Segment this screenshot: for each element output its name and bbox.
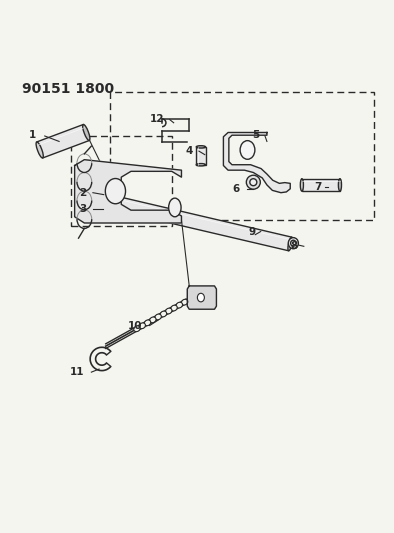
Text: 12: 12	[149, 114, 164, 124]
Text: 4: 4	[186, 146, 193, 156]
Polygon shape	[223, 133, 290, 193]
Bar	[71, 136, 172, 225]
Ellipse shape	[300, 179, 303, 191]
Ellipse shape	[197, 293, 204, 302]
Text: 8: 8	[291, 241, 298, 251]
Polygon shape	[74, 160, 182, 223]
Ellipse shape	[196, 164, 206, 166]
Text: 5: 5	[252, 130, 259, 140]
Text: 11: 11	[70, 367, 84, 377]
Ellipse shape	[240, 141, 255, 159]
Polygon shape	[196, 147, 206, 165]
Ellipse shape	[246, 175, 260, 189]
Ellipse shape	[291, 240, 296, 246]
Ellipse shape	[105, 179, 126, 204]
Ellipse shape	[181, 300, 188, 305]
Ellipse shape	[83, 124, 90, 141]
Text: 3: 3	[79, 204, 86, 214]
Ellipse shape	[150, 317, 156, 323]
Ellipse shape	[139, 323, 145, 329]
Ellipse shape	[176, 302, 182, 308]
Bar	[110, 92, 374, 220]
Ellipse shape	[144, 320, 151, 326]
Polygon shape	[302, 179, 340, 191]
Ellipse shape	[288, 238, 298, 249]
Text: 9: 9	[248, 227, 255, 237]
Ellipse shape	[36, 142, 43, 158]
Text: 6: 6	[232, 184, 240, 194]
Ellipse shape	[250, 179, 257, 185]
Polygon shape	[187, 286, 216, 309]
Text: 1: 1	[28, 130, 36, 140]
Text: 2: 2	[79, 188, 86, 198]
Ellipse shape	[155, 314, 161, 320]
Ellipse shape	[160, 311, 167, 317]
Ellipse shape	[134, 326, 140, 332]
Polygon shape	[37, 125, 89, 158]
Ellipse shape	[165, 308, 172, 314]
Text: 10: 10	[128, 320, 143, 330]
Text: 90151 1800: 90151 1800	[22, 82, 114, 96]
Ellipse shape	[169, 198, 181, 217]
Ellipse shape	[171, 305, 177, 311]
Ellipse shape	[288, 237, 293, 251]
Ellipse shape	[338, 179, 342, 191]
Ellipse shape	[196, 146, 206, 148]
Ellipse shape	[105, 195, 110, 208]
Text: 7: 7	[314, 182, 321, 192]
Polygon shape	[106, 195, 292, 251]
